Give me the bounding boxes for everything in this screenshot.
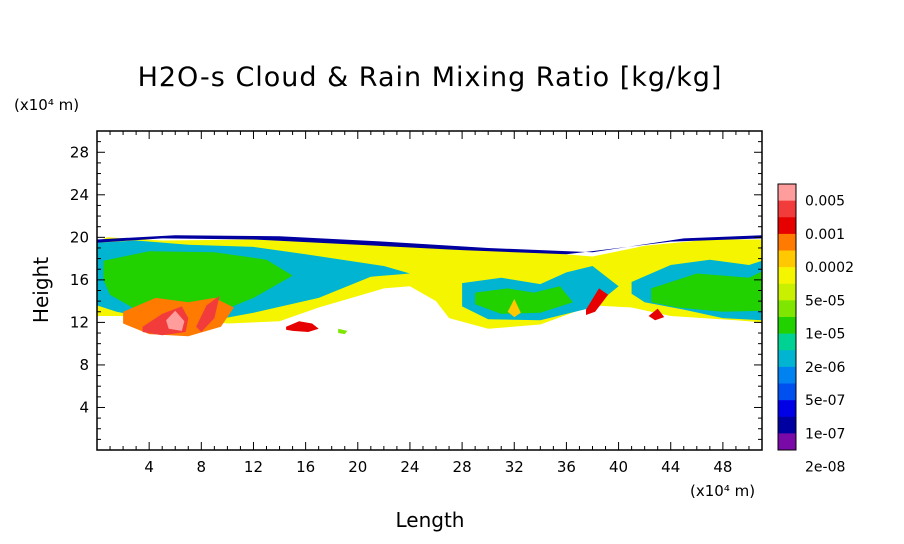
x-axis-unit: (x10⁴ m)	[690, 482, 755, 500]
contour-region-9	[166, 310, 185, 331]
contour-region-13	[586, 288, 609, 315]
y-tick-label: 20	[70, 228, 89, 246]
contour-region-14	[648, 308, 665, 321]
colorbar: 0.005 0.001 0.0002 5e-05 1e-05 2e-06 5e-07 1e-0…	[777, 183, 854, 476]
colorbar-label: 2e-06	[805, 360, 845, 376]
colorbar-swatch	[778, 383, 796, 401]
colorbar-swatch	[778, 317, 796, 334]
x-axis: 4 8 12 16 20 24 28 32 36 40 44 48	[109, 131, 750, 476]
contour-region-10	[196, 295, 220, 332]
colorbar-swatch	[778, 250, 796, 268]
colorbar-label: 0.001	[805, 227, 845, 243]
colorbar-label: 2e-08	[805, 460, 845, 476]
colorbar-swatch	[778, 300, 796, 318]
colorbar-swatch	[778, 333, 796, 351]
y-tick-label: 24	[70, 186, 89, 204]
colorbar-frame	[777, 183, 797, 451]
colorbar-label: 1e-07	[805, 426, 845, 442]
y-tick-label: 16	[70, 271, 89, 289]
x-tick-label: 20	[348, 458, 367, 476]
y-axis: 4 8 12 16 20 24 28	[70, 141, 762, 440]
colorbar-label: 0.0002	[805, 260, 854, 276]
contour-region-2	[103, 251, 293, 316]
x-axis-title: Length	[396, 508, 465, 532]
colorbar-swatch	[778, 400, 796, 418]
contour-region-6	[475, 286, 573, 314]
y-axis-unit: (x10⁴ m)	[14, 96, 79, 114]
x-tick-label: 4	[144, 458, 154, 476]
y-tick-label: 28	[70, 143, 89, 161]
x-tick-label: 24	[400, 458, 419, 476]
y-axis-title: Height	[29, 257, 53, 323]
colorbar-label: 1e-05	[805, 327, 845, 343]
colorbar-swatch	[778, 433, 796, 451]
y-tick-label: 4	[79, 398, 89, 416]
x-tick-label: 16	[296, 458, 315, 476]
colorbar-swatch	[778, 416, 796, 434]
colorbar-swatch	[778, 217, 796, 235]
colorbar-label: 0.005	[805, 194, 845, 210]
colorbar-label: 5e-07	[805, 393, 845, 409]
colorbar-swatch	[778, 283, 796, 301]
data-field	[97, 235, 762, 337]
colorbar-swatch	[778, 200, 796, 218]
chart-title: H2O-s Cloud & Rain Mixing Ratio [kg/kg]	[138, 62, 723, 93]
x-tick-label: 36	[557, 458, 576, 476]
contour-region-16	[97, 235, 762, 255]
y-tick-label: 8	[79, 356, 89, 374]
contour-region-5	[651, 271, 762, 312]
contour-region-12	[338, 328, 348, 335]
x-tick-label: 44	[661, 458, 680, 476]
contour-region-15	[507, 299, 521, 318]
colorbar-swatch	[778, 267, 796, 285]
colorbar-label: 5e-05	[805, 293, 845, 309]
x-tick-label: 12	[244, 458, 263, 476]
x-tick-label: 8	[197, 458, 207, 476]
colorbar-swatch	[778, 350, 796, 368]
colorbar-swatch	[778, 184, 796, 201]
x-tick-label: 32	[505, 458, 524, 476]
x-tick-label: 28	[453, 458, 472, 476]
x-tick-label: 48	[713, 458, 732, 476]
colorbar-swatch	[778, 366, 796, 384]
colorbar-swatch	[778, 233, 796, 251]
x-tick-label: 40	[609, 458, 628, 476]
contour-region-11	[286, 321, 319, 332]
y-tick-label: 12	[70, 313, 89, 331]
